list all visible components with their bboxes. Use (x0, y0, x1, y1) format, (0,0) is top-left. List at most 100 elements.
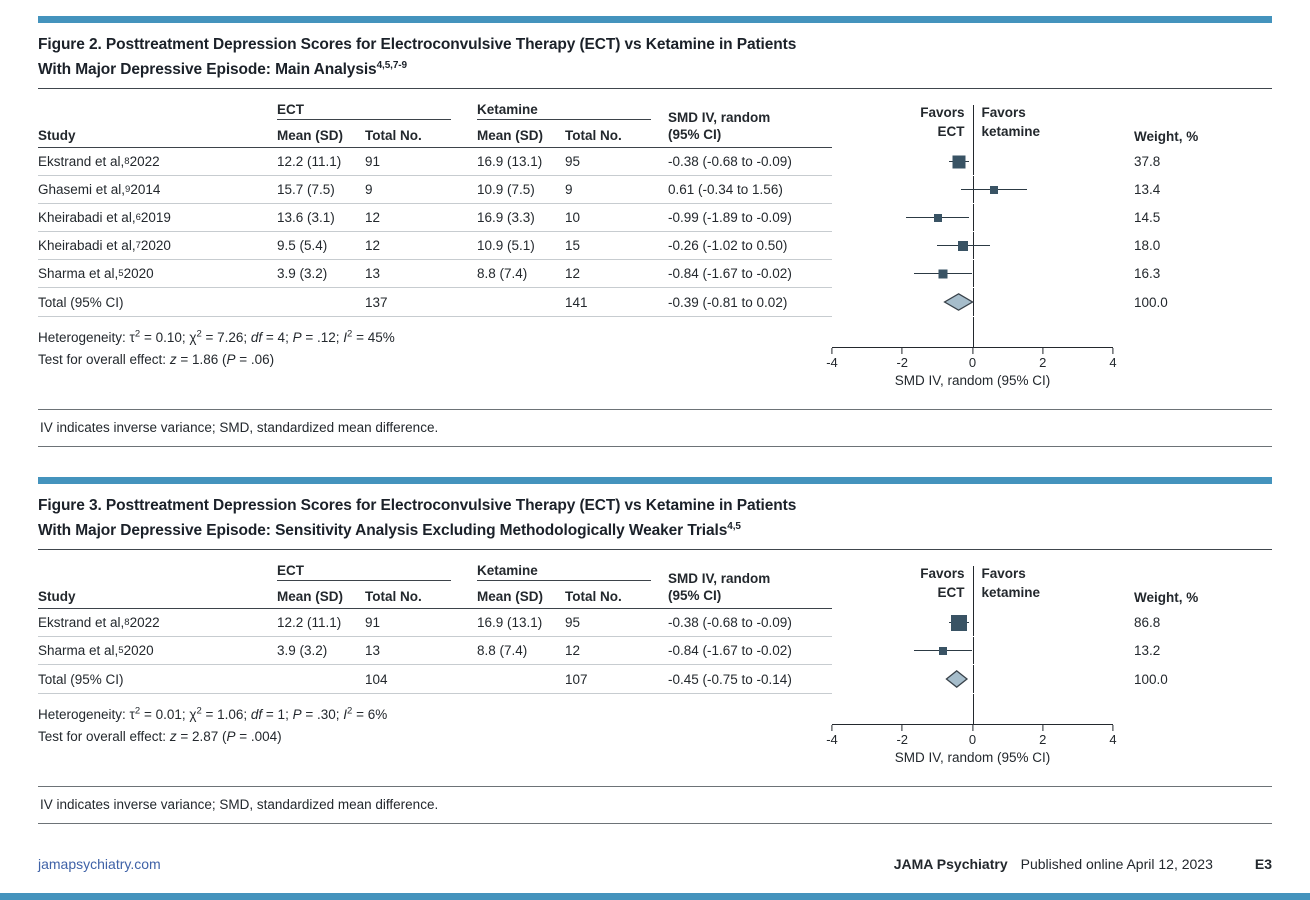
favors-ect-label: Favors ECT (920, 566, 965, 600)
favors-divider (972, 566, 974, 609)
weight-cell: 18.0 (1134, 238, 1161, 253)
col-header-ect-total: Total No. (365, 585, 477, 609)
col-header-ect-total: Total No. (365, 124, 477, 148)
smd-cell: -0.45 (-0.75 to -0.14) (668, 665, 832, 694)
axis-tick-label: -2 (896, 355, 909, 370)
col-header-weight: Weight, % (1134, 590, 1199, 605)
table-row: Sharma et al, 5 2020 3.9 (3.2) 13 8.8 (7.… (38, 260, 1272, 288)
ect-n-cell: 13 (365, 260, 477, 288)
weight-cell: 86.8 (1134, 615, 1161, 630)
effect-marker (951, 614, 968, 631)
stats-and-axis: Heterogeneity: τ2 = 0.10; χ2 = 7.26; df … (38, 317, 1272, 395)
axis-tick (1112, 348, 1114, 354)
ketamine-n-cell: 12 (565, 260, 668, 288)
smd-cell: -0.38 (-0.68 to -0.09) (668, 148, 832, 176)
axis-tick (1112, 725, 1114, 731)
ketamine-mean-cell: 8.8 (7.4) (477, 260, 565, 288)
study-cell: Ekstrand et al, 8 2022 (38, 148, 277, 176)
axis-label: SMD IV, random (95% CI) (894, 750, 1051, 765)
axis-tick-label: 0 (968, 355, 977, 370)
ect-mean-cell: 13.6 (3.1) (277, 204, 365, 232)
ketamine-mean-cell (477, 665, 565, 694)
x-axis: SMD IV, random (95% CI) -4 -2 0 2 4 (826, 317, 1117, 395)
total-label: Total (95% CI) (38, 288, 277, 317)
zero-line-extension (972, 694, 974, 724)
ect-mean-cell (277, 665, 365, 694)
smd-cell: -0.99 (-1.89 to -0.09) (668, 204, 832, 232)
axis-tick-label: 2 (1039, 732, 1047, 747)
ect-n-cell: 9 (365, 176, 477, 204)
forest-strip (832, 176, 1113, 203)
col-header-smd: SMD IV, random (95% CI) (668, 559, 832, 609)
smd-cell: -0.38 (-0.68 to -0.09) (668, 609, 832, 637)
weight-cell: 100.0 (1134, 671, 1168, 687)
axis-line (832, 724, 1113, 726)
forest-strip (832, 665, 1113, 693)
heterogeneity-block: Heterogeneity: τ2 = 0.10; χ2 = 7.26; df … (38, 317, 832, 395)
ect-n-cell: 137 (365, 288, 477, 317)
figure-3-title: Figure 3. Posttreatment Depression Score… (38, 493, 1272, 543)
total-row: Total (95% CI) 137 141 -0.39 (-0.81 to 0… (38, 288, 1272, 317)
forest-strip (832, 232, 1113, 259)
table-header: Study ECT Ketamine Mean (SD) Total No. M… (38, 559, 1272, 609)
page-bottom-accent-bar (0, 893, 1310, 900)
heterogeneity-block: Heterogeneity: τ2 = 0.01; χ2 = 1.06; df … (38, 694, 832, 772)
weight-cell: 16.3 (1134, 266, 1161, 281)
effect-marker (933, 213, 942, 222)
journal-site-link[interactable]: jamapsychiatry.com (38, 856, 161, 872)
ketamine-mean-cell: 16.9 (13.1) (477, 609, 565, 637)
study-cell: Kheirabadi et al, 7 2020 (38, 232, 277, 260)
forest-cell (832, 609, 1113, 636)
col-header-ketamine-mean: Mean (SD) (477, 585, 565, 609)
ect-n-cell: 91 (365, 148, 477, 176)
col-header-weight: Weight, % (1134, 129, 1199, 144)
favors-ect-label: Favors ECT (920, 105, 965, 139)
weight-cell: 14.5 (1134, 210, 1161, 225)
ect-n-cell: 12 (365, 232, 477, 260)
weight-cell: 37.8 (1134, 154, 1161, 169)
figure-accent-bar (38, 477, 1272, 484)
axis-tick (1042, 348, 1044, 354)
ect-mean-cell: 15.7 (7.5) (277, 176, 365, 204)
overall-effect-text: Test for overall effect: z = 2.87 (P = .… (38, 729, 282, 744)
effect-marker (952, 155, 966, 168)
axis-tick (831, 725, 833, 731)
ect-mean-cell: 12.2 (11.1) (277, 148, 365, 176)
axis-tick-label: 2 (1039, 355, 1047, 370)
favors-ketamine-label: Favors ketamine (981, 105, 1041, 139)
forest-cell (832, 637, 1113, 664)
total-label: Total (95% CI) (38, 665, 277, 694)
heterogeneity-text: Heterogeneity: τ2 = 0.01; χ2 = 1.06; df … (38, 705, 388, 722)
favors-ketamine-label: Favors ketamine (981, 566, 1041, 600)
figure-footnote: IV indicates inverse variance; SMD, stan… (38, 409, 1272, 447)
ketamine-mean-cell (477, 288, 565, 317)
ketamine-n-cell: 10 (565, 204, 668, 232)
weight-cell: 100.0 (1134, 294, 1168, 310)
forest-cell (832, 176, 1113, 203)
smd-cell: -0.26 (-1.02 to 0.50) (668, 232, 832, 260)
forest-strip (832, 204, 1113, 231)
ect-mean-cell: 12.2 (11.1) (277, 609, 365, 637)
weight-cell: 13.2 (1134, 643, 1161, 658)
figure-2-panel: Figure 2. Posttreatment Depression Score… (38, 16, 1272, 447)
table-header: Study ECT Ketamine Mean (SD) Total No. M… (38, 98, 1272, 148)
ketamine-mean-cell: 16.9 (13.1) (477, 148, 565, 176)
col-header-ect-mean: Mean (SD) (277, 585, 365, 609)
axis-tick (971, 725, 974, 731)
ect-mean-cell (277, 288, 365, 317)
col-header-ketamine-total: Total No. (565, 585, 668, 609)
page-number: E3 (1254, 856, 1272, 872)
journal-name: JAMA Psychiatry (893, 856, 1008, 872)
figure-2-title-line2: With Major Depressive Episode: Main Anal… (38, 59, 407, 78)
favors-header: Favors ECT Favors ketamine (832, 98, 1113, 148)
ketamine-mean-cell: 10.9 (5.1) (477, 232, 565, 260)
ketamine-n-cell: 141 (565, 288, 668, 317)
pooled-diamond (946, 671, 967, 688)
study-cell: Ekstrand et al, 8 2022 (38, 609, 277, 637)
axis-tick (1042, 725, 1044, 731)
axis-tick (901, 348, 903, 354)
published-date: Published online April 12, 2023 (1020, 856, 1213, 872)
table-row: Kheirabadi et al, 7 2020 9.5 (5.4) 12 10.… (38, 232, 1272, 260)
ect-mean-cell: 3.9 (3.2) (277, 637, 365, 665)
